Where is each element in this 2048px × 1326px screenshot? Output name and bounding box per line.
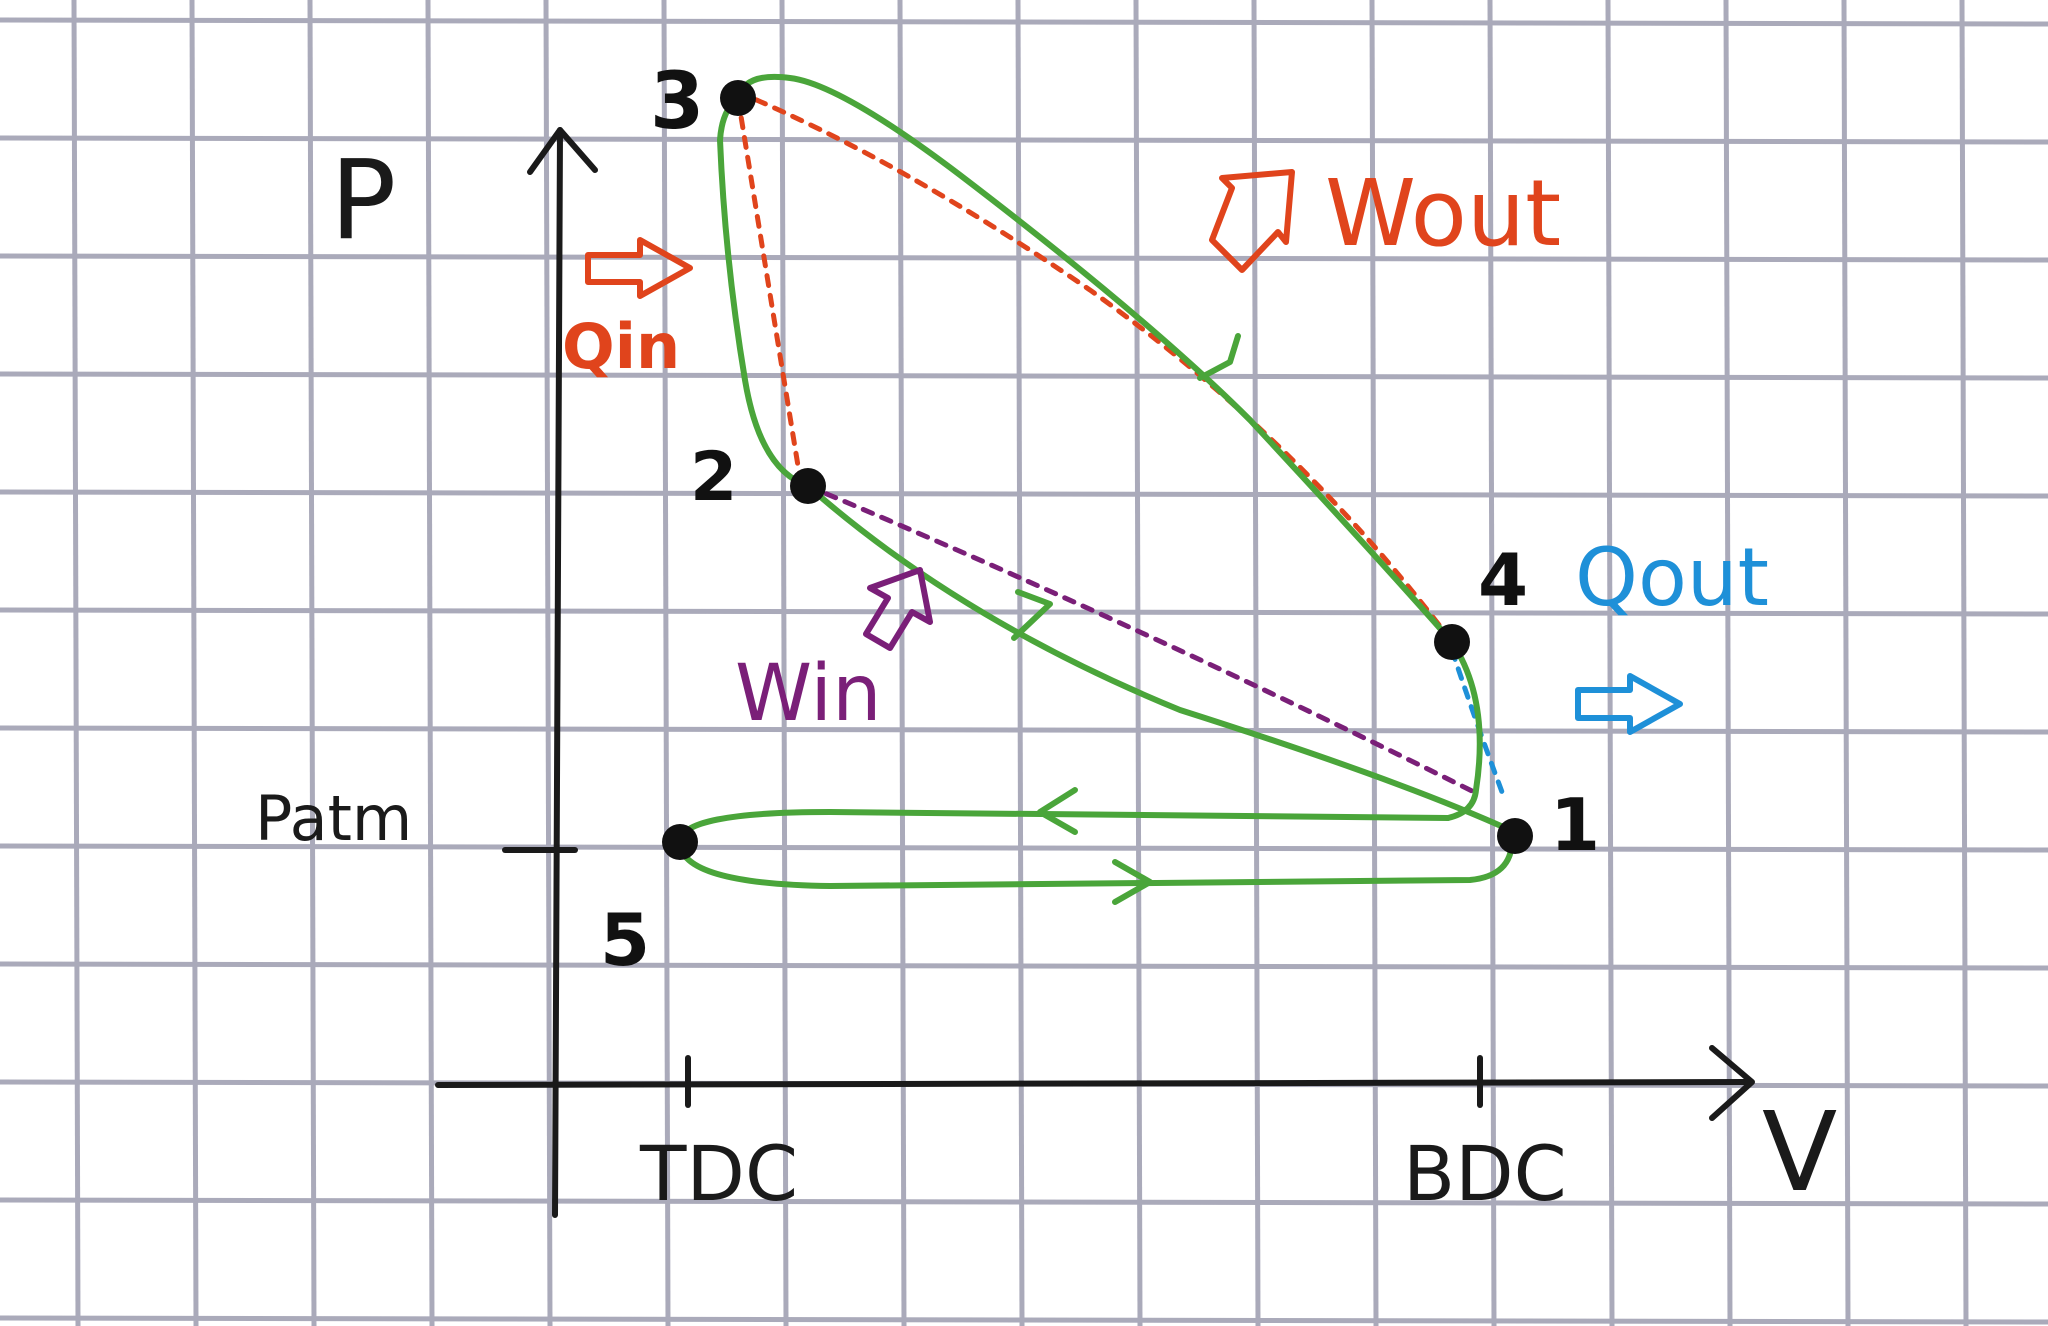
grid-line-horizontal bbox=[0, 725, 2048, 735]
grid-line-vertical bbox=[543, 0, 553, 1326]
ideal-heat-addition-line bbox=[735, 95, 803, 481]
heat-out-label: Qout bbox=[1575, 531, 1769, 624]
annotation-arrows bbox=[585, 169, 1683, 735]
grid-line-horizontal bbox=[0, 17, 2048, 27]
grid-line-vertical bbox=[1133, 0, 1143, 1326]
ideal-exhaust-line bbox=[1449, 647, 1508, 803]
exhaust-direction-arrow bbox=[1037, 787, 1078, 835]
patm-label: Patm bbox=[255, 782, 412, 855]
point-5-label: 5 bbox=[600, 898, 650, 982]
grid-line-vertical bbox=[425, 0, 435, 1326]
point-3-label: 3 bbox=[650, 57, 704, 147]
grid-line-horizontal bbox=[0, 371, 2048, 381]
grid-line-horizontal bbox=[0, 253, 2048, 263]
ideal-compression-line bbox=[805, 483, 1483, 798]
expansion-direction-arrow bbox=[1197, 333, 1241, 381]
tdc-label: TDC bbox=[639, 1129, 798, 1218]
cycle-direction-arrows bbox=[1011, 333, 1241, 905]
state-point-2 bbox=[790, 468, 826, 504]
heat-in-arrow-icon bbox=[585, 237, 693, 299]
grid-line-vertical bbox=[1605, 0, 1615, 1326]
p-axis-label: P bbox=[330, 136, 396, 264]
work-out-label: Wout bbox=[1325, 160, 1561, 267]
work-in-label: Win bbox=[735, 649, 882, 739]
ideal-expansion-line bbox=[735, 89, 1455, 645]
p-axis-line bbox=[552, 127, 563, 1218]
grid-line-horizontal bbox=[0, 1315, 2048, 1325]
intake-direction-arrow bbox=[1112, 859, 1153, 905]
state-point-5 bbox=[662, 824, 698, 860]
grid-line-horizontal bbox=[0, 961, 2048, 971]
heat-out-arrow-icon bbox=[1575, 673, 1683, 735]
state-point-4 bbox=[1434, 624, 1470, 660]
grid-line-vertical bbox=[189, 0, 199, 1326]
grid-line-vertical bbox=[71, 0, 81, 1326]
grid-line-horizontal bbox=[0, 607, 2048, 617]
compression-direction-arrow bbox=[1011, 589, 1053, 641]
grid-line-vertical bbox=[661, 0, 671, 1326]
grid-line-vertical bbox=[1959, 0, 1969, 1326]
state-point-3 bbox=[720, 80, 756, 116]
heat-in-label: Qin bbox=[562, 310, 680, 383]
power-stroke-curve bbox=[735, 73, 1455, 645]
grid-line-horizontal bbox=[0, 843, 2048, 853]
grid-line-vertical bbox=[779, 0, 789, 1326]
point-1-label: 1 bbox=[1550, 783, 1600, 867]
p-axis-arrowhead bbox=[527, 127, 598, 175]
point-4-label: 4 bbox=[1478, 538, 1528, 622]
compression-curve bbox=[805, 483, 1513, 833]
grid-line-horizontal bbox=[0, 1197, 2048, 1207]
grid-line-vertical bbox=[307, 0, 317, 1326]
axes bbox=[435, 127, 1755, 1218]
v-axis-arrowhead bbox=[1709, 1045, 1755, 1121]
grid-line-vertical bbox=[1487, 0, 1497, 1326]
grid-line-vertical bbox=[1251, 0, 1261, 1326]
combustion-curve bbox=[717, 95, 811, 489]
bdc-label: BDC bbox=[1403, 1129, 1567, 1218]
grid-line-vertical bbox=[1841, 0, 1851, 1326]
state-point-1 bbox=[1497, 818, 1533, 854]
v-axis-line bbox=[435, 1079, 1748, 1088]
point-2-label: 2 bbox=[690, 438, 737, 517]
ideal-cycle-dotted bbox=[735, 89, 1508, 803]
grid-line-horizontal bbox=[0, 135, 2048, 145]
grid-line-horizontal bbox=[0, 489, 2048, 499]
work-in-arrow-icon bbox=[863, 567, 933, 651]
v-axis-label: V bbox=[1762, 1088, 1837, 1216]
work-out-arrow-icon bbox=[1209, 169, 1295, 273]
state-points bbox=[662, 80, 1533, 860]
grid-line-vertical bbox=[1369, 0, 1379, 1326]
grid-line-vertical bbox=[897, 0, 907, 1326]
